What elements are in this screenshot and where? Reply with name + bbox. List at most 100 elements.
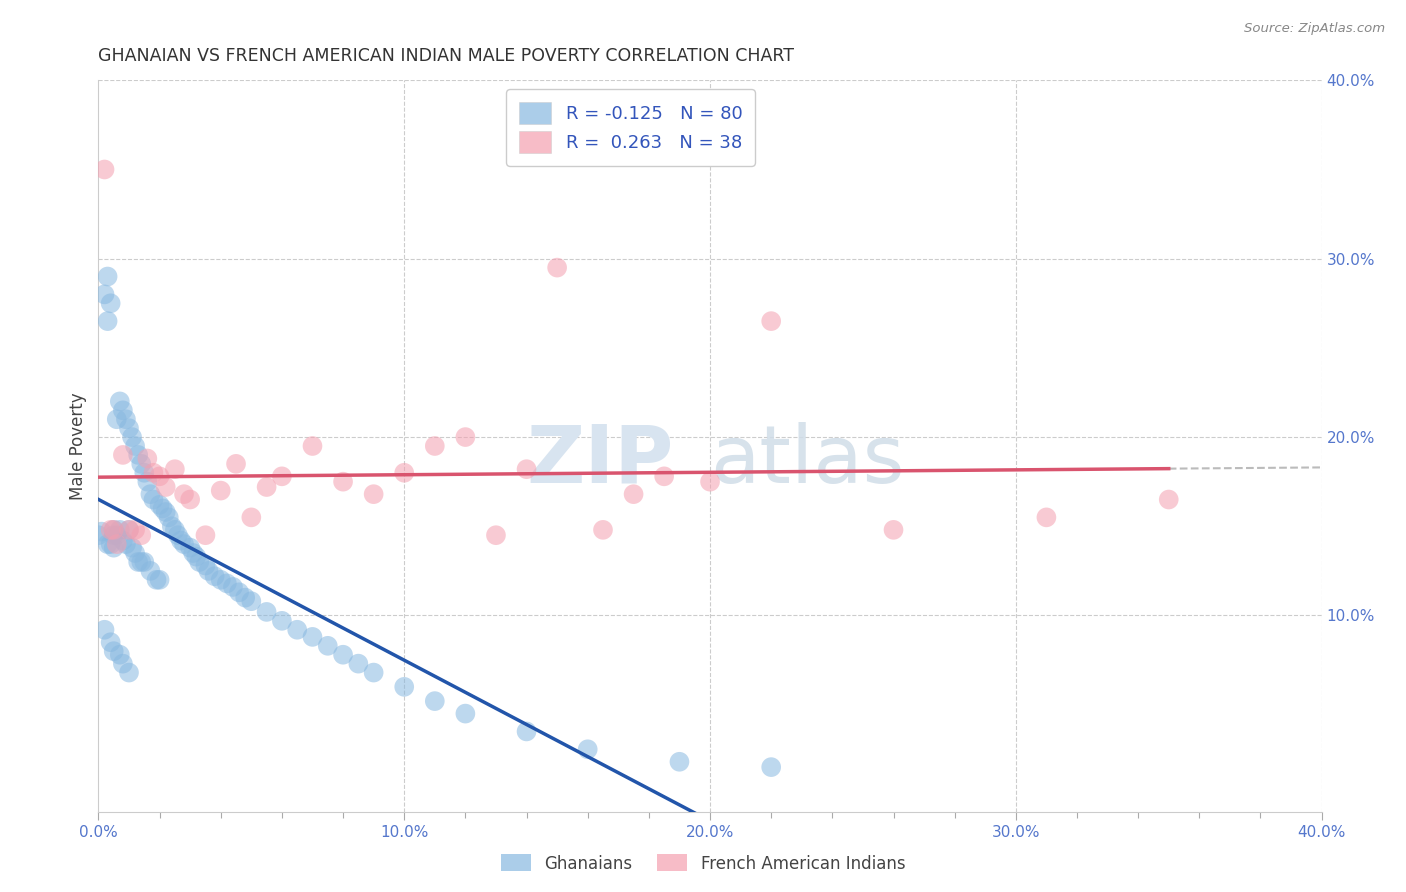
Point xyxy=(181,546,204,560)
Point xyxy=(454,706,477,721)
Point xyxy=(152,501,174,516)
Point xyxy=(209,483,232,498)
Point xyxy=(188,555,211,569)
Point xyxy=(256,480,278,494)
Point xyxy=(90,524,112,539)
Point xyxy=(363,487,385,501)
Point xyxy=(240,510,263,524)
Point xyxy=(121,541,143,555)
Point xyxy=(145,573,167,587)
Point xyxy=(209,573,232,587)
Point xyxy=(100,537,122,551)
Point xyxy=(423,694,446,708)
Point xyxy=(93,287,115,301)
Point xyxy=(163,462,186,476)
Point xyxy=(423,439,446,453)
Point xyxy=(97,537,120,551)
Point xyxy=(105,528,128,542)
Point xyxy=(139,487,162,501)
Point xyxy=(623,487,645,501)
Point xyxy=(111,403,134,417)
Point xyxy=(759,760,782,774)
Point xyxy=(179,541,201,555)
Point xyxy=(332,475,354,489)
Point xyxy=(454,430,477,444)
Point xyxy=(883,523,905,537)
Point xyxy=(127,448,149,462)
Point xyxy=(118,523,141,537)
Point xyxy=(142,492,165,507)
Point xyxy=(136,451,159,466)
Point xyxy=(149,469,172,483)
Point xyxy=(103,523,125,537)
Point xyxy=(139,564,162,578)
Point xyxy=(129,528,152,542)
Point xyxy=(142,466,165,480)
Point xyxy=(240,594,263,608)
Text: Source: ZipAtlas.com: Source: ZipAtlas.com xyxy=(1244,22,1385,36)
Point xyxy=(115,412,138,426)
Point xyxy=(121,430,143,444)
Point xyxy=(668,755,690,769)
Point xyxy=(516,724,538,739)
Point xyxy=(93,162,115,177)
Point xyxy=(149,573,172,587)
Point xyxy=(270,614,292,628)
Point xyxy=(118,665,141,680)
Point xyxy=(129,457,152,471)
Point xyxy=(108,648,131,662)
Point xyxy=(204,569,226,583)
Point xyxy=(363,665,385,680)
Point xyxy=(103,528,125,542)
Point xyxy=(316,639,339,653)
Legend: Ghanaians, French American Indians: Ghanaians, French American Indians xyxy=(494,847,912,880)
Point xyxy=(1157,492,1180,507)
Text: atlas: atlas xyxy=(710,422,904,500)
Point xyxy=(124,523,146,537)
Point xyxy=(100,523,122,537)
Point xyxy=(160,519,183,533)
Point xyxy=(149,498,172,512)
Point xyxy=(652,469,675,483)
Point xyxy=(222,580,245,594)
Point xyxy=(97,314,120,328)
Point xyxy=(155,505,177,519)
Point xyxy=(167,528,190,542)
Point xyxy=(111,448,134,462)
Point xyxy=(111,657,134,671)
Point xyxy=(108,523,131,537)
Point xyxy=(592,523,614,537)
Point xyxy=(97,269,120,284)
Point xyxy=(179,492,201,507)
Point xyxy=(129,555,152,569)
Point xyxy=(118,421,141,435)
Point xyxy=(301,630,323,644)
Point xyxy=(197,564,219,578)
Point xyxy=(285,623,308,637)
Point xyxy=(87,528,110,542)
Point xyxy=(105,537,128,551)
Point xyxy=(100,635,122,649)
Point xyxy=(111,533,134,548)
Point xyxy=(103,541,125,555)
Point xyxy=(134,555,156,569)
Point xyxy=(225,457,247,471)
Text: GHANAIAN VS FRENCH AMERICAN INDIAN MALE POVERTY CORRELATION CHART: GHANAIAN VS FRENCH AMERICAN INDIAN MALE … xyxy=(98,47,794,65)
Point xyxy=(105,412,128,426)
Point xyxy=(173,537,195,551)
Point xyxy=(270,469,292,483)
Point xyxy=(516,462,538,476)
Point xyxy=(576,742,599,756)
Point xyxy=(759,314,782,328)
Point xyxy=(332,648,354,662)
Point xyxy=(347,657,370,671)
Point xyxy=(155,480,177,494)
Point xyxy=(108,394,131,409)
Text: ZIP: ZIP xyxy=(526,422,673,500)
Point xyxy=(392,466,416,480)
Legend: R = -0.125   N = 80, R =  0.263   N = 38: R = -0.125 N = 80, R = 0.263 N = 38 xyxy=(506,89,755,166)
Point xyxy=(134,466,156,480)
Point xyxy=(173,487,195,501)
Point xyxy=(118,523,141,537)
Point xyxy=(93,623,115,637)
